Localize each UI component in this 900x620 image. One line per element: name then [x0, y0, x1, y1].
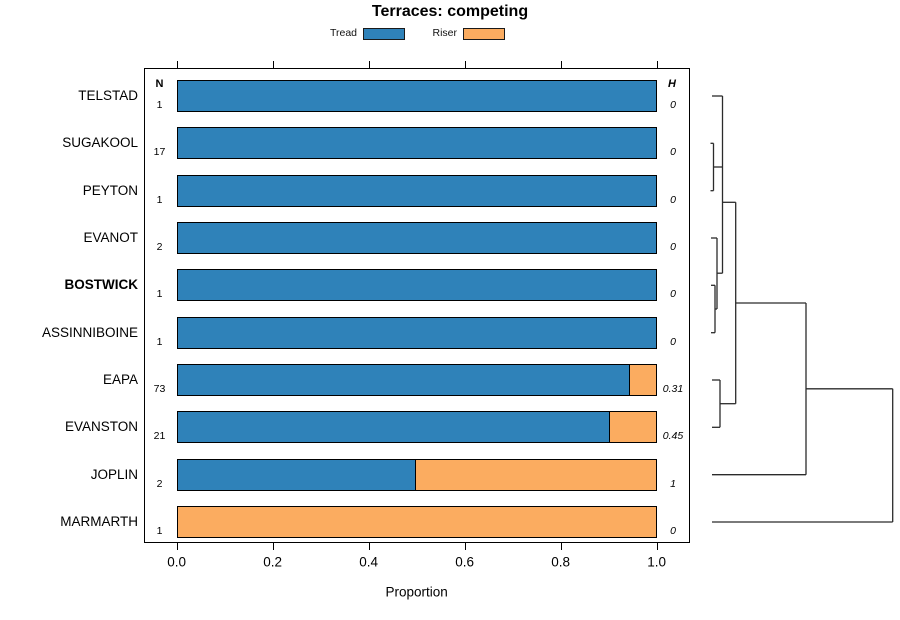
h-value: 0 [670, 193, 676, 206]
h-value: 0.45 [662, 430, 684, 443]
n-value: 2 [156, 477, 163, 490]
bar-segment-tread [176, 363, 631, 396]
row-label: JOPLIN [90, 466, 138, 482]
row-label: TELSTAD [78, 88, 138, 103]
x-axis-tick-label: 0.8 [551, 554, 570, 570]
x-axis-title: Proportion [385, 584, 448, 600]
h-value: 0.31 [662, 382, 684, 395]
x-axis-tick-top [272, 61, 274, 68]
x-axis-tick-label: 0.0 [167, 554, 186, 570]
x-axis-tick-top [464, 61, 466, 68]
h-column-header: H [668, 78, 676, 90]
legend-swatch-tread-icon [362, 27, 405, 40]
x-axis-tick-top [560, 61, 562, 68]
n-value: 1 [156, 524, 163, 537]
bar-segment-tread [176, 127, 657, 160]
bar-segment-tread [176, 80, 657, 112]
bar-segment-riser [609, 411, 657, 444]
x-axis-tick-bottom [560, 542, 562, 550]
x-axis-tick-bottom [176, 542, 178, 550]
row-label: ASSINNIBOINE [41, 324, 138, 340]
h-value: 0 [670, 240, 676, 253]
n-value: 17 [153, 146, 166, 159]
bar-segment-tread [176, 316, 657, 349]
h-value: 0 [670, 288, 676, 301]
bar-segment-tread [176, 411, 611, 444]
bar-segment-riser [176, 505, 657, 538]
row-label: MARMARTH [60, 513, 138, 529]
row-label: PEYTON [82, 182, 138, 198]
n-value: 1 [156, 193, 163, 206]
n-value: 1 [156, 99, 163, 111]
bar-segment-riser [415, 458, 657, 491]
x-axis-tick-label: 0.2 [263, 554, 282, 570]
n-value: 1 [156, 335, 163, 348]
x-axis-tick-bottom [272, 542, 274, 550]
row-label: SUGAKOOL [62, 135, 138, 151]
h-value: 0 [670, 524, 676, 537]
x-axis-tick-bottom [464, 542, 466, 550]
bar-segment-riser [628, 363, 657, 396]
bar-segment-tread [176, 174, 657, 207]
x-axis-tick-top [368, 61, 370, 68]
x-axis-tick-label: 0.4 [359, 554, 378, 570]
x-axis-tick-bottom [656, 542, 658, 550]
h-value: 0 [670, 99, 676, 111]
n-value: 2 [156, 240, 163, 253]
row-label: EVANSTON [64, 419, 138, 435]
n-value: 1 [156, 288, 163, 301]
row-label: EVANOT [83, 229, 138, 245]
row-label: EAPA [102, 371, 138, 387]
bar-segment-tread [176, 221, 657, 254]
n-value: 73 [153, 382, 166, 395]
x-axis-tick-bottom [368, 542, 370, 550]
h-value: 1 [670, 477, 676, 490]
x-axis-tick-top [656, 61, 658, 68]
n-column-header: N [155, 78, 164, 90]
bar-segment-tread [176, 458, 417, 491]
legend-label-tread: Tread [329, 27, 357, 39]
h-value: 0 [670, 146, 676, 159]
bar-segment-tread [176, 269, 657, 302]
legend-swatch-riser-icon [462, 27, 505, 40]
legend-label-riser: Riser [432, 27, 457, 39]
h-value: 0 [670, 335, 676, 348]
x-axis-tick-label: 1.0 [647, 554, 666, 570]
n-value: 21 [153, 430, 166, 443]
chart-title: Terraces: competing [371, 3, 529, 20]
x-axis-tick-label: 0.6 [455, 554, 474, 570]
row-label: BOSTWICK [64, 277, 139, 293]
x-axis-tick-top [176, 61, 178, 68]
